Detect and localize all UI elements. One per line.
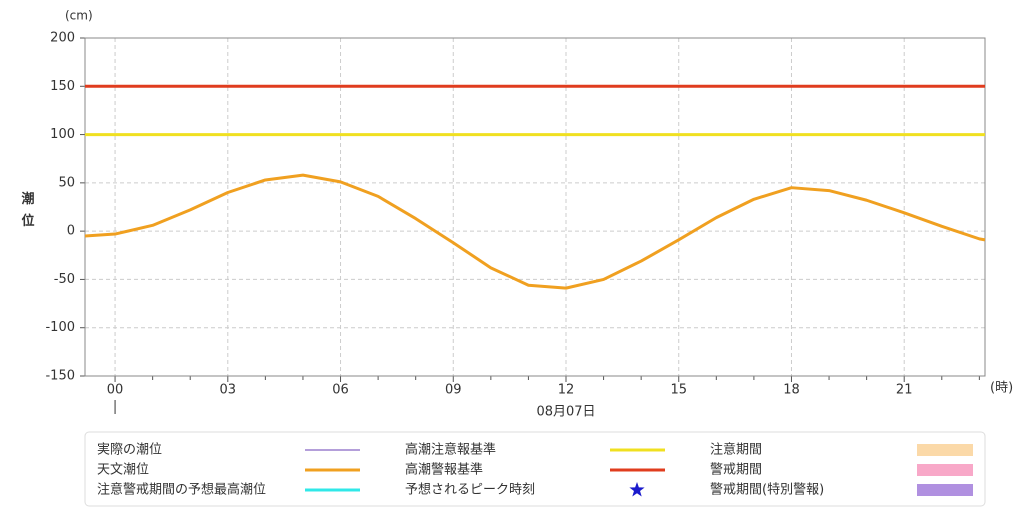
y-tick-label: 100 xyxy=(50,127,75,142)
x-tick-label: 06 xyxy=(332,383,349,398)
y-tick-label: 200 xyxy=(50,31,75,46)
legend-label: 実際の潮位 xyxy=(97,442,162,458)
legend-box xyxy=(84,431,986,507)
y-tick-label: 150 xyxy=(50,79,75,94)
y-tick-label: 50 xyxy=(58,175,75,190)
y-tick-label: -100 xyxy=(45,320,75,335)
y-tick-label: 0 xyxy=(67,224,75,239)
legend-label: 警戒期間 xyxy=(710,462,762,478)
legend-label: 注意期間 xyxy=(710,442,762,458)
legend-label: 天文潮位 xyxy=(97,463,149,478)
legend-label: 警戒期間(特別警報) xyxy=(710,482,824,498)
legend-label: 高潮警報基準 xyxy=(405,462,483,478)
x-tick-label: 15 xyxy=(670,383,687,398)
y-tick-label: -50 xyxy=(54,272,75,287)
legend-label: 高潮注意報基準 xyxy=(405,442,496,458)
legend-swatch xyxy=(917,444,973,456)
x-tick-label: 09 xyxy=(445,383,462,398)
x-tick-label: 12 xyxy=(558,383,575,398)
legend-swatch xyxy=(629,482,645,497)
legend-label: 注意警戒期間の予想最高潮位 xyxy=(97,482,266,498)
x-tick-label: 18 xyxy=(783,383,800,398)
x-tick-label: 21 xyxy=(896,383,913,398)
legend-label: 予想されるピーク時刻 xyxy=(405,482,535,498)
x-axis-label: 08月07日 xyxy=(536,405,595,420)
tide-line xyxy=(84,173,986,290)
plot-border xyxy=(84,37,986,377)
legend-swatch xyxy=(917,484,973,496)
y-unit: (cm) xyxy=(65,9,93,23)
x-tick-label: 00 xyxy=(107,383,124,398)
y-axis-label: 潮位 xyxy=(21,191,34,229)
y-tick-label: -150 xyxy=(45,369,75,384)
legend-swatch xyxy=(917,464,973,476)
x-unit: (時) xyxy=(990,381,1013,396)
x-tick-label: 03 xyxy=(220,383,237,398)
